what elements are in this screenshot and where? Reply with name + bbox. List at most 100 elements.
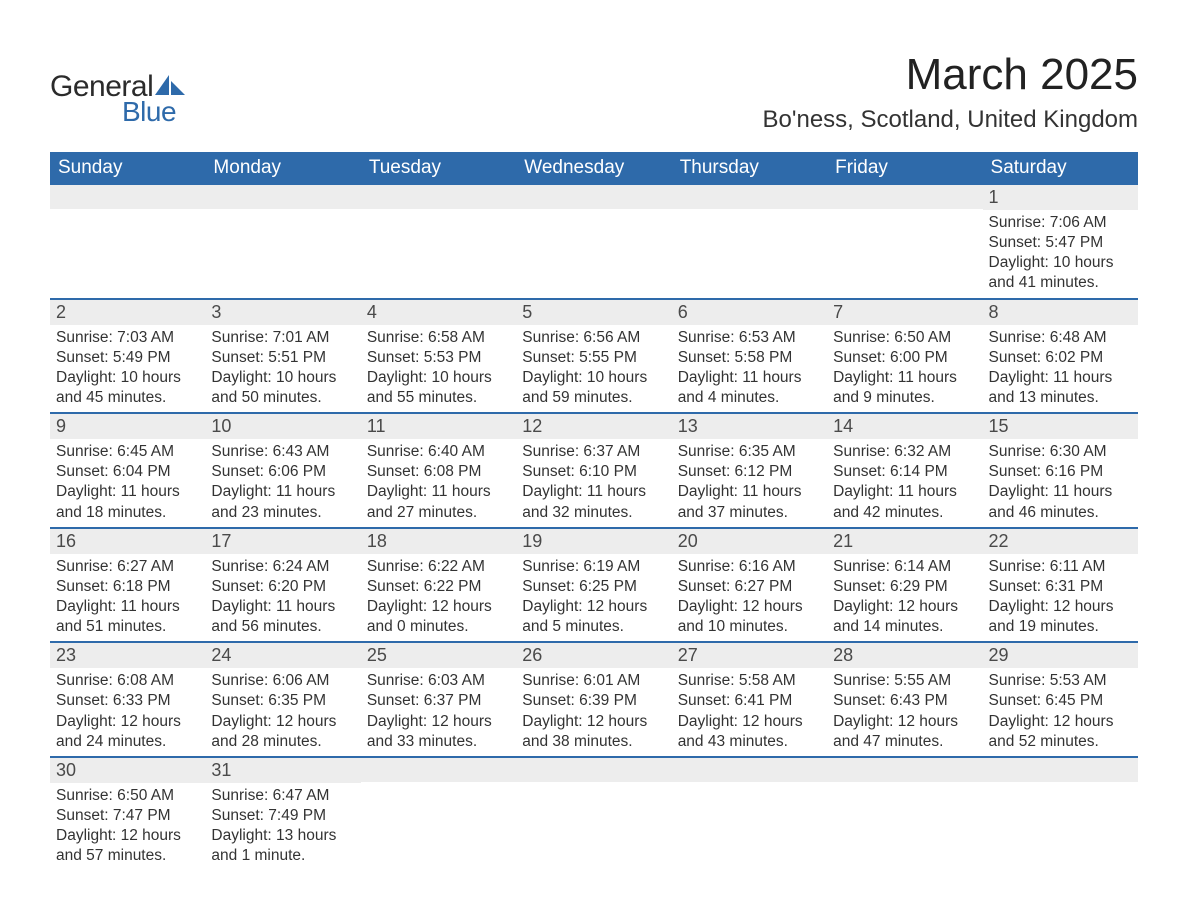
week-row: 2Sunrise: 7:03 AMSunset: 5:49 PMDaylight…	[50, 298, 1138, 413]
dow-tuesday: Tuesday	[361, 152, 516, 185]
title-block: March 2025 Bo'ness, Scotland, United Kin…	[763, 50, 1138, 134]
sunset-text: Sunset: 6:22 PM	[367, 577, 510, 597]
day-number: 30	[50, 758, 205, 783]
sunrise-text: Sunrise: 6:22 AM	[367, 557, 510, 577]
sunset-text: Sunset: 5:58 PM	[678, 348, 821, 368]
day-body: Sunrise: 5:58 AMSunset: 6:41 PMDaylight:…	[672, 668, 827, 752]
sunrise-text: Sunrise: 6:40 AM	[367, 442, 510, 462]
daylight-text: Daylight: 11 hours and 27 minutes.	[367, 482, 510, 522]
day-cell: 5Sunrise: 6:56 AMSunset: 5:55 PMDaylight…	[516, 300, 671, 413]
day-body: Sunrise: 6:19 AMSunset: 6:25 PMDaylight:…	[516, 554, 671, 638]
daylight-text: Daylight: 11 hours and 9 minutes.	[833, 368, 976, 408]
day-number-empty	[205, 185, 360, 209]
sunset-text: Sunset: 6:29 PM	[833, 577, 976, 597]
day-number: 24	[205, 643, 360, 668]
sunrise-text: Sunrise: 6:27 AM	[56, 557, 199, 577]
daylight-text: Daylight: 10 hours and 45 minutes.	[56, 368, 199, 408]
day-body: Sunrise: 6:32 AMSunset: 6:14 PMDaylight:…	[827, 439, 982, 523]
day-cell: 24Sunrise: 6:06 AMSunset: 6:35 PMDayligh…	[205, 643, 360, 756]
day-body: Sunrise: 6:27 AMSunset: 6:18 PMDaylight:…	[50, 554, 205, 638]
day-number: 7	[827, 300, 982, 325]
sunrise-text: Sunrise: 6:24 AM	[211, 557, 354, 577]
day-body: Sunrise: 6:35 AMSunset: 6:12 PMDaylight:…	[672, 439, 827, 523]
day-body	[672, 209, 827, 212]
day-body	[983, 782, 1138, 785]
day-cell: 27Sunrise: 5:58 AMSunset: 6:41 PMDayligh…	[672, 643, 827, 756]
day-number: 9	[50, 414, 205, 439]
day-cell: 23Sunrise: 6:08 AMSunset: 6:33 PMDayligh…	[50, 643, 205, 756]
sunrise-text: Sunrise: 6:35 AM	[678, 442, 821, 462]
day-number-empty	[361, 185, 516, 209]
header: General Blue March 2025 Bo'ness, Scotlan…	[50, 50, 1138, 134]
day-cell: 28Sunrise: 5:55 AMSunset: 6:43 PMDayligh…	[827, 643, 982, 756]
day-body: Sunrise: 6:50 AMSunset: 7:47 PMDaylight:…	[50, 783, 205, 867]
day-body	[361, 209, 516, 212]
day-number: 22	[983, 529, 1138, 554]
day-body: Sunrise: 6:50 AMSunset: 6:00 PMDaylight:…	[827, 325, 982, 409]
day-cell: 30Sunrise: 6:50 AMSunset: 7:47 PMDayligh…	[50, 758, 205, 871]
day-number: 16	[50, 529, 205, 554]
day-number: 15	[983, 414, 1138, 439]
day-of-week-header-row: Sunday Monday Tuesday Wednesday Thursday…	[50, 152, 1138, 185]
day-cell: 9Sunrise: 6:45 AMSunset: 6:04 PMDaylight…	[50, 414, 205, 527]
sunrise-text: Sunrise: 6:14 AM	[833, 557, 976, 577]
day-body: Sunrise: 6:22 AMSunset: 6:22 PMDaylight:…	[361, 554, 516, 638]
day-cell: 4Sunrise: 6:58 AMSunset: 5:53 PMDaylight…	[361, 300, 516, 413]
daylight-text: Daylight: 11 hours and 13 minutes.	[989, 368, 1132, 408]
day-body: Sunrise: 6:24 AMSunset: 6:20 PMDaylight:…	[205, 554, 360, 638]
day-body	[50, 209, 205, 212]
sunrise-text: Sunrise: 6:11 AM	[989, 557, 1132, 577]
sunrise-text: Sunrise: 6:43 AM	[211, 442, 354, 462]
day-number: 6	[672, 300, 827, 325]
day-body: Sunrise: 6:03 AMSunset: 6:37 PMDaylight:…	[361, 668, 516, 752]
week-row: 30Sunrise: 6:50 AMSunset: 7:47 PMDayligh…	[50, 756, 1138, 871]
daylight-text: Daylight: 11 hours and 56 minutes.	[211, 597, 354, 637]
sunrise-text: Sunrise: 5:53 AM	[989, 671, 1132, 691]
day-cell: 31Sunrise: 6:47 AMSunset: 7:49 PMDayligh…	[205, 758, 360, 871]
day-cell	[361, 185, 516, 298]
dow-friday: Friday	[827, 152, 982, 185]
day-cell	[827, 185, 982, 298]
sunset-text: Sunset: 6:14 PM	[833, 462, 976, 482]
day-cell: 18Sunrise: 6:22 AMSunset: 6:22 PMDayligh…	[361, 529, 516, 642]
daylight-text: Daylight: 12 hours and 5 minutes.	[522, 597, 665, 637]
month-title: March 2025	[763, 50, 1138, 100]
day-cell: 10Sunrise: 6:43 AMSunset: 6:06 PMDayligh…	[205, 414, 360, 527]
week-row: 16Sunrise: 6:27 AMSunset: 6:18 PMDayligh…	[50, 527, 1138, 642]
daylight-text: Daylight: 11 hours and 32 minutes.	[522, 482, 665, 522]
day-number: 20	[672, 529, 827, 554]
day-number-empty	[361, 758, 516, 782]
day-number: 14	[827, 414, 982, 439]
day-body: Sunrise: 6:11 AMSunset: 6:31 PMDaylight:…	[983, 554, 1138, 638]
day-number: 1	[983, 185, 1138, 210]
brand-word-blue: Blue	[122, 96, 185, 128]
dow-monday: Monday	[205, 152, 360, 185]
sunrise-text: Sunrise: 5:55 AM	[833, 671, 976, 691]
sunset-text: Sunset: 6:02 PM	[989, 348, 1132, 368]
sunset-text: Sunset: 5:53 PM	[367, 348, 510, 368]
day-body: Sunrise: 6:16 AMSunset: 6:27 PMDaylight:…	[672, 554, 827, 638]
daylight-text: Daylight: 12 hours and 47 minutes.	[833, 712, 976, 752]
daylight-text: Daylight: 11 hours and 18 minutes.	[56, 482, 199, 522]
location-label: Bo'ness, Scotland, United Kingdom	[763, 106, 1138, 134]
sunset-text: Sunset: 6:33 PM	[56, 691, 199, 711]
day-number: 11	[361, 414, 516, 439]
day-number: 18	[361, 529, 516, 554]
day-body: Sunrise: 6:56 AMSunset: 5:55 PMDaylight:…	[516, 325, 671, 409]
day-body: Sunrise: 6:08 AMSunset: 6:33 PMDaylight:…	[50, 668, 205, 752]
day-body: Sunrise: 7:03 AMSunset: 5:49 PMDaylight:…	[50, 325, 205, 409]
daylight-text: Daylight: 12 hours and 43 minutes.	[678, 712, 821, 752]
day-cell: 29Sunrise: 5:53 AMSunset: 6:45 PMDayligh…	[983, 643, 1138, 756]
day-number: 8	[983, 300, 1138, 325]
sunset-text: Sunset: 5:51 PM	[211, 348, 354, 368]
day-number: 19	[516, 529, 671, 554]
day-number: 31	[205, 758, 360, 783]
sunrise-text: Sunrise: 6:53 AM	[678, 328, 821, 348]
day-number: 2	[50, 300, 205, 325]
day-number-empty	[516, 185, 671, 209]
day-cell	[361, 758, 516, 871]
daylight-text: Daylight: 11 hours and 42 minutes.	[833, 482, 976, 522]
day-body	[672, 782, 827, 785]
day-number: 12	[516, 414, 671, 439]
sunrise-text: Sunrise: 6:37 AM	[522, 442, 665, 462]
